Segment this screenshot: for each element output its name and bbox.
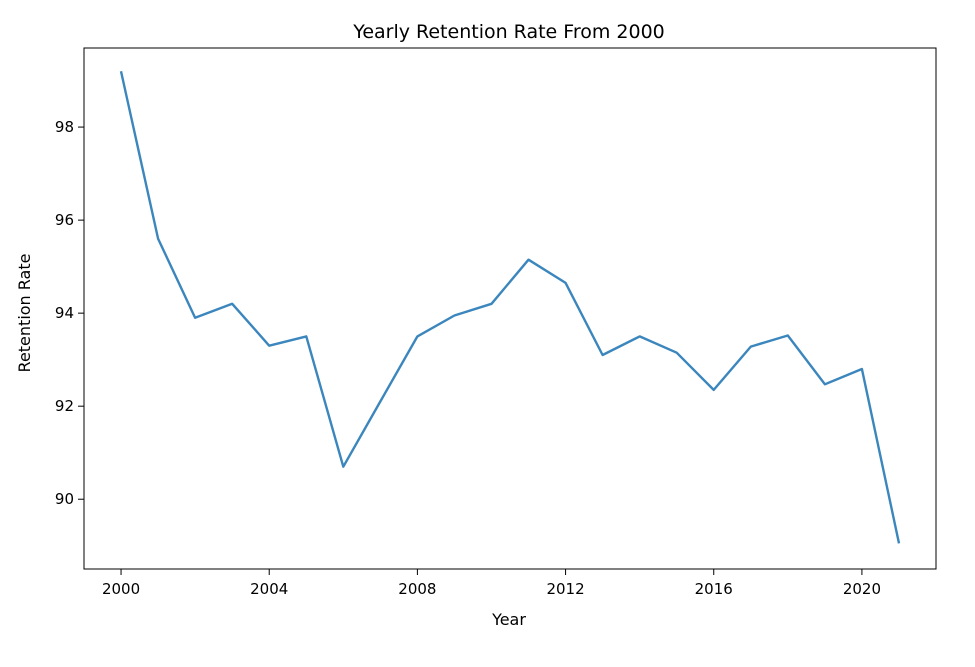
data-point-2004 bbox=[266, 343, 272, 349]
series-line bbox=[119, 71, 901, 544]
data-point-2012 bbox=[563, 280, 569, 286]
y-tick-label-90: 90 bbox=[55, 490, 74, 508]
x-tick-label-2000: 2000 bbox=[102, 580, 140, 598]
data-point-2016 bbox=[711, 387, 717, 393]
data-point-2019 bbox=[822, 381, 828, 387]
data-point-2010 bbox=[489, 301, 495, 307]
data-point-2009 bbox=[451, 313, 457, 319]
data-point-2017 bbox=[748, 344, 754, 350]
x-tick-label-2020: 2020 bbox=[843, 580, 881, 598]
chart-title: Yearly Retention Rate From 2000 bbox=[352, 21, 665, 43]
y-tick-label-92: 92 bbox=[55, 397, 74, 415]
x-tick-label-2016: 2016 bbox=[695, 580, 733, 598]
y-tick-label-94: 94 bbox=[55, 304, 74, 322]
x-tick-label-2004: 2004 bbox=[250, 580, 288, 598]
data-point-2018 bbox=[785, 333, 791, 339]
data-point-2000 bbox=[118, 68, 124, 74]
data-point-2020 bbox=[859, 366, 865, 372]
data-point-2007 bbox=[377, 399, 383, 405]
data-point-2008 bbox=[414, 333, 420, 339]
x-axis-label: Year bbox=[491, 610, 526, 629]
data-point-2021 bbox=[896, 540, 902, 546]
plot-frame bbox=[83, 47, 937, 570]
data-point-2003 bbox=[229, 301, 235, 307]
plot-area: 2000 2004 2008 2012 2016 2020 90 92 94 96 98 bbox=[55, 47, 937, 598]
x-tick-label-2012: 2012 bbox=[546, 580, 584, 598]
data-point-2005 bbox=[303, 333, 309, 339]
y-tick-label-96: 96 bbox=[55, 211, 74, 229]
y-axis-label: Retention Rate bbox=[15, 254, 34, 373]
data-point-2001 bbox=[155, 236, 161, 242]
y-tick-label-98: 98 bbox=[55, 118, 74, 136]
data-point-2002 bbox=[192, 315, 198, 321]
data-point-2011 bbox=[526, 257, 532, 263]
data-point-2013 bbox=[600, 352, 606, 358]
data-point-2006 bbox=[340, 464, 346, 470]
data-point-2014 bbox=[637, 333, 643, 339]
x-tick-label-2008: 2008 bbox=[398, 580, 436, 598]
data-point-2015 bbox=[674, 350, 680, 356]
